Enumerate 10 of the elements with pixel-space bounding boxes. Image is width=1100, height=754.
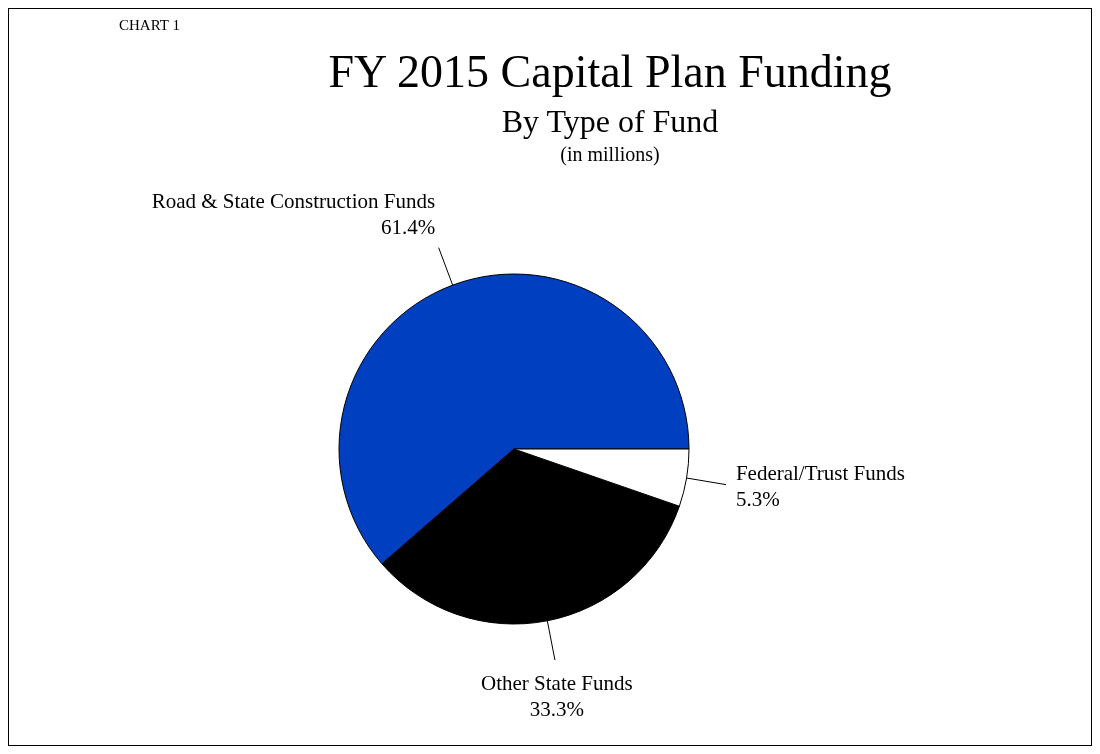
slice-label: Other State Funds (481, 670, 633, 695)
slice-label: Federal/Trust Funds (735, 461, 905, 486)
chart-subtitle: By Type of Fund (500, 102, 720, 141)
data-label: 5.3% (735, 487, 780, 512)
text: (in millions) (559, 143, 661, 166)
data-label: 33.3% (529, 696, 584, 721)
chart-title: FY 2015 Capital Plan Funding (327, 45, 893, 99)
slice-label: Road & State Construction Funds (151, 189, 436, 214)
data-label: 61.4% (380, 215, 436, 240)
caption: CHART 1 (119, 17, 180, 34)
